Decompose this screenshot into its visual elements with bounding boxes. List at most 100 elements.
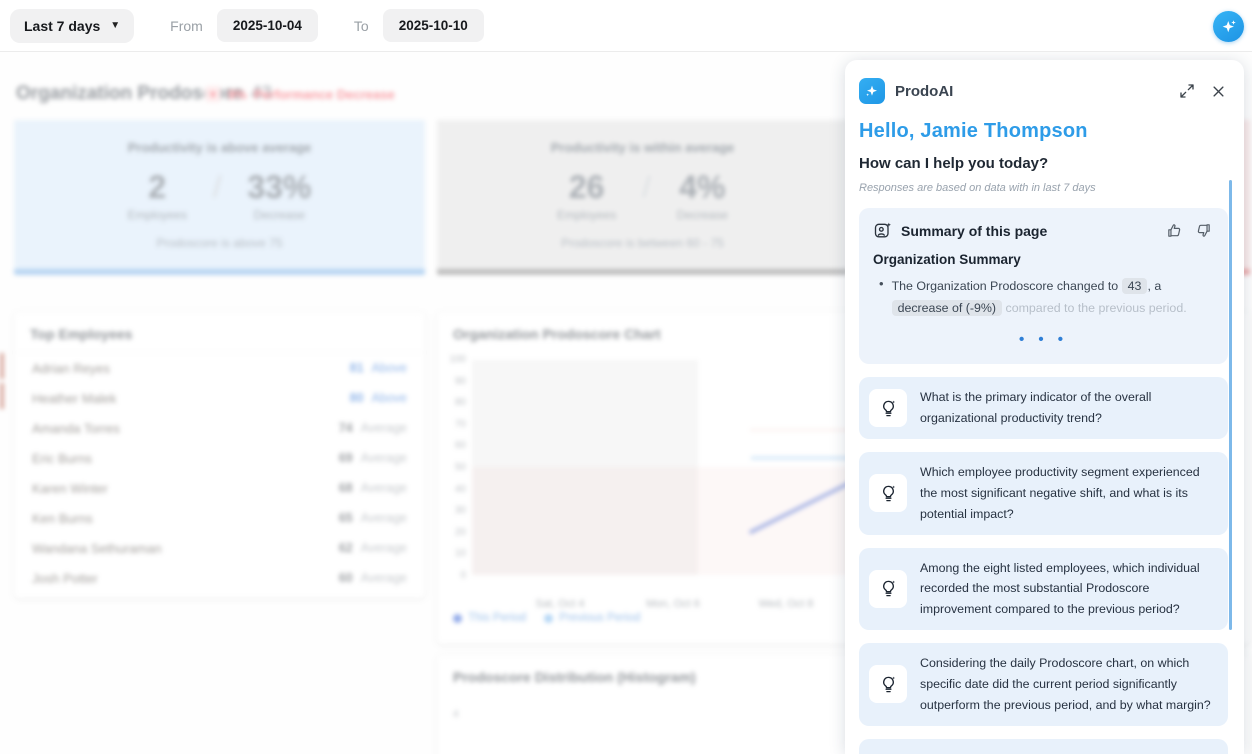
suggestion-text: Considering the daily Prodoscore chart, … [920, 656, 1211, 712]
suggestion-card[interactable]: What is the primary indicator of the ove… [859, 377, 1228, 440]
from-label: From [170, 17, 203, 34]
prodoai-launcher-button[interactable] [1213, 11, 1244, 42]
from-date-field[interactable]: 2025-10-04 [216, 9, 318, 42]
lightbulb-icon-box [869, 474, 907, 513]
status-badge: Average [360, 421, 407, 435]
thumbs-down-button[interactable] [1193, 220, 1214, 241]
card-title: Productivity is above average [127, 140, 312, 155]
x-axis-label: Sat, Oct 4 [535, 598, 585, 610]
expand-icon [1180, 84, 1194, 98]
legend-previous-period[interactable]: Previous Period [544, 612, 640, 624]
close-icon [1213, 85, 1224, 97]
summary-section-title: Organization Summary [873, 252, 1021, 267]
status-badge: Average [360, 571, 407, 585]
edge-marker [0, 383, 4, 409]
employee-row[interactable]: Heather Malek 80 Above [32, 390, 407, 406]
summary-card: Summary of this page Organization Summar… [859, 208, 1228, 365]
help-prompt-text: How can I help you today? [859, 155, 1049, 172]
percent-change: 4% [679, 169, 726, 205]
thumbs-down-icon [1197, 224, 1210, 237]
card-above-average: Productivity is above average 2 Employee… [14, 120, 425, 275]
thumbs-up-button[interactable] [1164, 220, 1185, 241]
employee-count-label: Employees [127, 208, 187, 222]
close-panel-button[interactable] [1209, 82, 1228, 101]
date-range-dropdown[interactable]: Last 7 days ▼ [10, 8, 135, 43]
summary-sparkle-icon [874, 222, 891, 237]
employee-count: 2 [148, 169, 167, 205]
status-badge: Average [360, 511, 407, 525]
lightbulb-icon [882, 676, 895, 693]
suggestion-text: How do employee holiday schedules correl… [920, 749, 1214, 754]
prodoai-app-name: ProdoAI [895, 82, 954, 100]
card-within-average: Productivity is within average 26 Employ… [437, 120, 848, 275]
legend-this-period[interactable]: This Period [453, 612, 526, 624]
status-badge: Above [371, 391, 407, 405]
lightbulb-icon [882, 485, 895, 502]
edge-marker [0, 353, 4, 379]
suggestion-card[interactable]: Considering the daily Prodoscore chart, … [859, 643, 1228, 726]
panel-scrollbar[interactable] [1229, 180, 1232, 630]
card-title: Productivity is within average [550, 140, 735, 155]
to-date-field[interactable]: 2025-10-10 [382, 9, 484, 42]
lightbulb-icon [882, 400, 895, 417]
card-footnote: Prodoscore is above 75 [156, 236, 283, 250]
performance-decrease-badge: ▾ 9% Performance Decrease [205, 86, 395, 102]
loading-dots: • • • [1018, 331, 1069, 349]
prodoai-logo-icon [859, 78, 885, 104]
summary-bullet: • The Organization Prodoscore changed to… [873, 276, 1214, 319]
chart-legend: This Period Previous Period [453, 612, 640, 624]
employee-row[interactable]: Josh Potter 60 Average [32, 570, 407, 586]
lightbulb-icon-box [869, 389, 907, 428]
employee-count-label: Employees [556, 208, 617, 222]
employee-row[interactable]: Eric Burns 69 Average [32, 450, 407, 466]
lightbulb-icon [882, 580, 895, 597]
decrease-label: Performance Decrease [253, 86, 395, 102]
suggestion-text: Which employee productivity segment expe… [920, 465, 1200, 521]
status-badge: Average [360, 541, 407, 555]
suggestion-card[interactable]: Among the eight listed employees, which … [859, 547, 1228, 631]
percent-change: 33% [247, 169, 312, 205]
org-prodoscore-value: 43 [250, 83, 273, 104]
slash-divider: / [212, 171, 222, 204]
date-filter-toolbar: Last 7 days ▼ From 2025-10-04 To 2025-10… [0, 0, 1252, 52]
summary-card-title: Summary of this page [901, 222, 1048, 239]
employee-row[interactable]: Adrian Reyes 81 Above [32, 360, 407, 376]
lightbulb-icon-box [869, 569, 907, 608]
employee-count: 26 [568, 169, 605, 205]
org-prodoscore-header: Organization Prodoscore 43 [16, 83, 272, 105]
suggestion-text: What is the primary indicator of the ove… [920, 390, 1152, 426]
to-label: To [353, 17, 369, 34]
top-employees-title: Top Employees [14, 312, 425, 353]
thumbs-up-icon [1168, 224, 1181, 237]
status-badge: Average [360, 481, 407, 495]
x-axis-label: Wed, Oct 8 [758, 598, 814, 610]
org-prodoscore-title: Organization Prodoscore [16, 83, 243, 104]
decrease-percent: 9% [228, 86, 247, 102]
expand-panel-button[interactable] [1177, 81, 1197, 101]
bullet-dot: • [879, 276, 884, 291]
decrease-arrow-icon: ▾ [205, 86, 221, 102]
employee-row[interactable]: Amanda Torres 74 Average [32, 420, 407, 436]
employee-row[interactable]: Ken Burns 65 Average [32, 510, 407, 526]
sparkle-icon [1222, 19, 1236, 32]
histogram-title: Prodoscore Distribution (Histogram) [453, 669, 696, 685]
suggestion-card[interactable]: Which employee productivity segment expe… [859, 452, 1228, 535]
prodoai-panel: ProdoAI Hello, Jamie Thompson How can I … [845, 60, 1244, 754]
weekend-band [472, 360, 698, 575]
status-badge: Above [371, 361, 407, 375]
employee-row[interactable]: Karen Winter 68 Average [32, 480, 407, 496]
slash-divider: / [642, 171, 651, 204]
greeting-text: Hello, Jamie Thompson [859, 120, 1088, 142]
date-range-label: Last 7 days [24, 17, 101, 34]
employee-row[interactable]: Wandana Sethuraman 62 Average [32, 540, 407, 556]
suggestion-text: Among the eight listed employees, which … [920, 560, 1200, 617]
lightbulb-icon-box [869, 665, 907, 704]
percent-change-label: Decrease [676, 208, 729, 222]
score-chip: 43 [1121, 278, 1148, 294]
suggestion-card[interactable]: How do employee holiday schedules correl… [859, 738, 1228, 754]
summary-bullet-prefix: The Organization Prodoscore changed to [891, 279, 1119, 293]
prodoai-panel-header: ProdoAI [859, 78, 1228, 104]
change-chip: decrease of (-9%) [891, 299, 1003, 316]
card-footnote: Prodoscore is between 60 - 75 [561, 236, 724, 250]
histogram-y-tick: 4 [453, 709, 459, 720]
